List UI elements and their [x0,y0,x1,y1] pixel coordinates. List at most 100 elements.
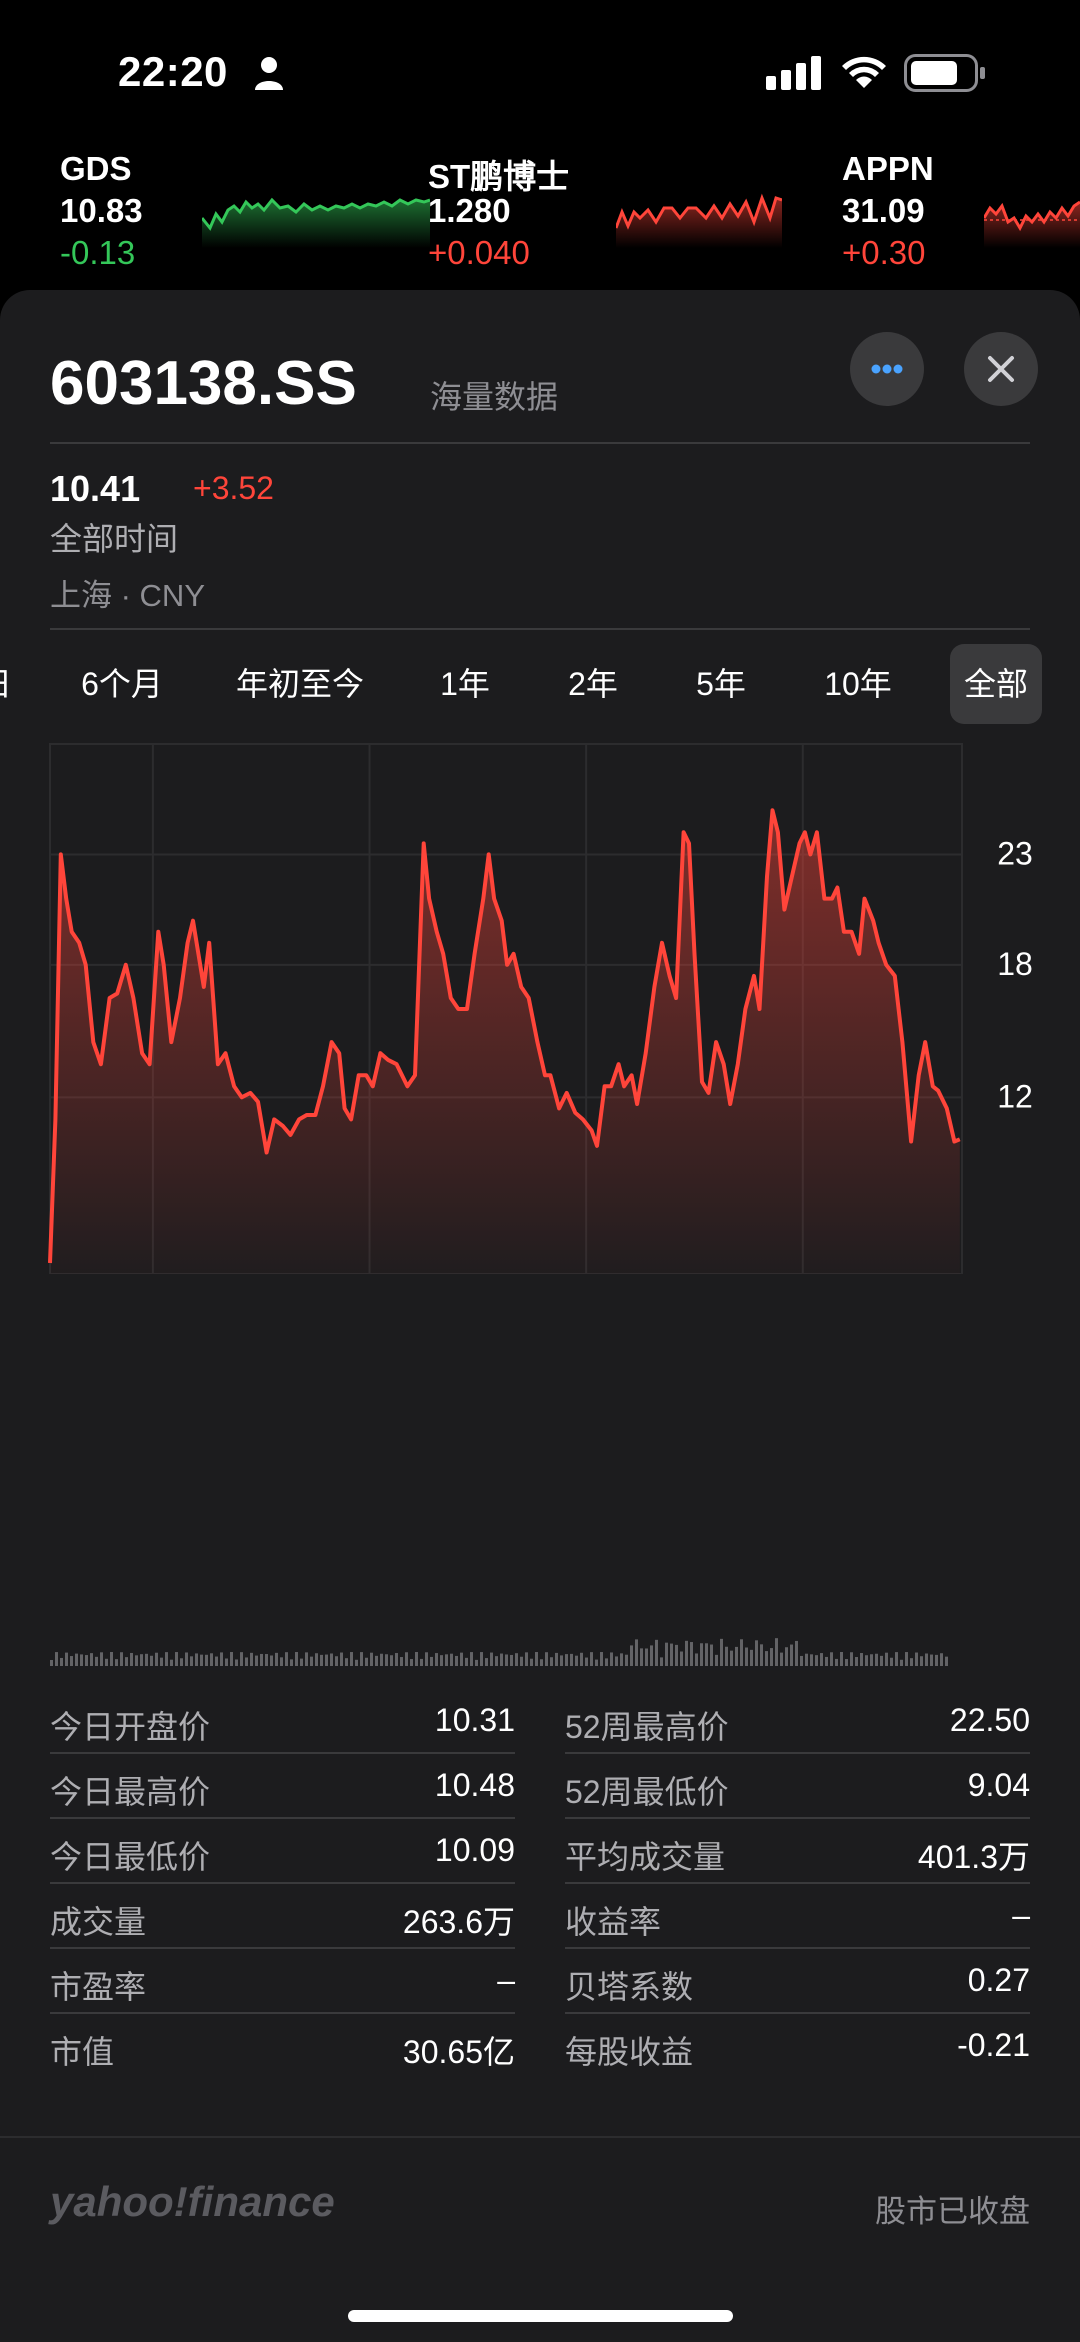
volume-bar [60,1657,63,1666]
volume-bar [490,1652,493,1666]
volume-bar [835,1658,838,1666]
tab-6m[interactable]: 6个月 [81,666,163,702]
volume-bar [385,1654,388,1666]
close-button[interactable] [964,332,1038,406]
volume-bar [220,1652,223,1666]
stat-value: 263.6万 [402,1904,515,1940]
volume-bar [175,1652,178,1666]
yahoo-finance-logo: yahoo!finance [50,2178,335,2225]
tab-10y[interactable]: 10年 [824,666,892,702]
volume-bar [920,1656,923,1666]
volume-bar [310,1656,313,1666]
exchange-currency: 上海 · CNY [50,578,205,613]
stat-label: 平均成交量 [565,1839,726,1875]
volume-bar [855,1657,858,1666]
volume-bar [800,1655,803,1666]
person-icon [255,57,283,90]
stat-row: 每股收益 -0.21 [565,2015,1030,2079]
volume-bar [520,1656,523,1666]
volume-bar [580,1652,583,1666]
volume-bar [910,1658,913,1666]
volume-bar [635,1639,638,1666]
volume-bar [105,1658,108,1666]
volume-bar [305,1652,308,1666]
tab-5y[interactable]: 5年 [696,666,746,702]
ticker-change: -0.13 [60,234,136,271]
volume-bar [550,1657,553,1666]
volume-bar [890,1657,893,1666]
volume-bar [130,1652,133,1666]
stat-row: 平均成交量 401.3万 [565,1820,1030,1884]
row-divider [50,1947,515,1949]
stat-value: 0.27 [967,1962,1030,1998]
cellular-signal-icon [766,56,821,90]
volume-bar [505,1654,508,1666]
volume-bar [285,1652,288,1666]
volume-bar [450,1653,453,1666]
volume-bar [740,1639,743,1666]
volume-bar [640,1648,643,1666]
volume-bar [190,1656,193,1666]
volume-bar [685,1640,688,1666]
volume-bar [75,1653,78,1666]
volume-bar [460,1652,463,1666]
volume-bar [880,1655,883,1666]
volume-bar [735,1646,738,1666]
ticker-sparkline [616,193,782,248]
price-chart[interactable]: 29231812 2017年2019年2021年2023年 [0,734,1080,1274]
stat-row: 今日最高价 10.48 [50,1755,515,1819]
volume-bar [475,1659,478,1666]
volume-bar [725,1646,728,1666]
divider [50,442,1030,444]
volume-bar [565,1654,568,1666]
volume-bar [780,1652,783,1666]
volume-bar [195,1653,198,1666]
status-bar: 22:20 [0,0,1080,140]
volume-bar [350,1652,353,1666]
volume-bar [265,1654,268,1666]
volume-bar [690,1642,693,1666]
more-button[interactable] [850,332,924,406]
volume-bar [500,1653,503,1666]
volume-bar [825,1656,828,1666]
stat-value: 10.31 [434,1702,515,1738]
volume-bar [120,1652,123,1666]
volume-bar [625,1654,628,1666]
row-divider [50,1817,515,1819]
tab-1y[interactable]: 1年 [440,666,490,702]
volume-bar [300,1658,303,1666]
volume-bar [355,1659,358,1666]
volume-bar [235,1659,238,1666]
volume-bar [720,1638,723,1666]
stock-detail-sheet: 603138.SS 海量数据 10.41 +3.52 全部时间 上海 · CNY… [0,290,1080,2342]
stat-value: 9.04 [967,1767,1030,1803]
volume-bar [455,1655,458,1666]
stat-value: 30.65亿 [402,2034,515,2070]
volume-bar [345,1658,348,1666]
volume-bar [545,1652,548,1666]
row-divider [565,1947,1030,1949]
tab-day[interactable]: 日 [0,644,12,724]
tab-ytd[interactable]: 年初至今 [235,666,364,702]
volume-bar [370,1652,373,1666]
row-divider [565,1817,1030,1819]
volume-bar [730,1650,733,1666]
volume-bar [415,1652,418,1666]
volume-bar [870,1654,873,1666]
volume-bar [470,1652,473,1666]
volume-bar [560,1655,563,1666]
volume-bar [670,1643,673,1666]
tab-all[interactable]: 全部 [950,644,1042,724]
stat-label: 成交量 [50,1904,147,1940]
volume-bar [405,1652,408,1666]
volume-bar [50,1660,53,1666]
volume-bar [465,1657,468,1666]
volume-bar [210,1653,213,1666]
home-indicator[interactable] [348,2310,733,2322]
volume-bar [445,1654,448,1666]
status-time: 22:20 [118,48,228,95]
stat-label: 今日最低价 [50,1839,211,1875]
tab-2y[interactable]: 2年 [568,666,618,702]
volume-bar [380,1653,383,1666]
stat-row: 市盈率 – [50,1950,515,2014]
